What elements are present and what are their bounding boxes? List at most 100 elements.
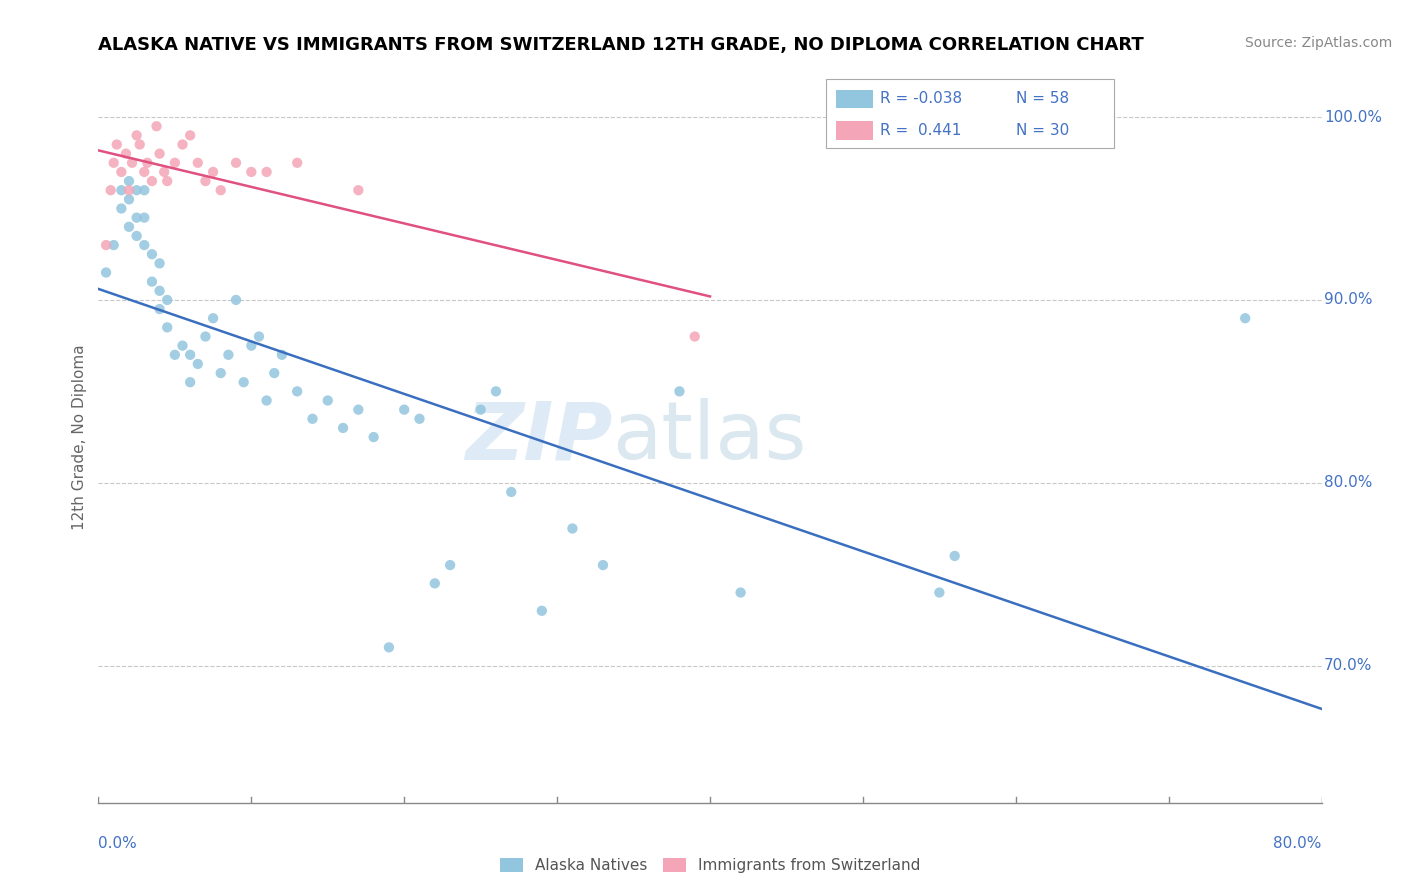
Point [145, 119, 167, 133]
Text: 0.0%: 0.0% [98, 836, 138, 851]
Point [128, 137, 150, 152]
Point [263, 366, 285, 380]
Point [561, 521, 583, 535]
Point [240, 338, 263, 352]
Point [134, 165, 156, 179]
Point [110, 165, 132, 179]
Point [103, 155, 125, 169]
Point [156, 174, 179, 188]
Point [94, 238, 117, 252]
Point [202, 311, 225, 326]
Text: Source: ZipAtlas.com: Source: ZipAtlas.com [1244, 36, 1392, 50]
Point [270, 348, 292, 362]
Point [332, 421, 354, 435]
Point [928, 585, 950, 599]
Text: 80.0%: 80.0% [1274, 836, 1322, 851]
Text: N = 58: N = 58 [1015, 91, 1069, 106]
Point [202, 165, 225, 179]
Point [378, 640, 401, 655]
Point [118, 174, 141, 188]
Point [105, 137, 128, 152]
Text: ZIP: ZIP [465, 398, 612, 476]
Point [110, 202, 132, 216]
Point [103, 238, 125, 252]
Point [363, 430, 385, 444]
Text: atlas: atlas [612, 398, 807, 476]
Point [163, 348, 186, 362]
Point [256, 393, 278, 408]
Point [943, 549, 966, 563]
Text: R = -0.038: R = -0.038 [880, 91, 962, 106]
Point [153, 165, 176, 179]
Point [125, 128, 148, 143]
Point [163, 155, 186, 169]
Point [187, 155, 209, 169]
Point [179, 348, 201, 362]
Point [285, 155, 308, 169]
Point [592, 558, 614, 573]
Point [668, 384, 690, 399]
Point [392, 402, 416, 417]
Text: 100.0%: 100.0% [1324, 110, 1382, 125]
Point [347, 402, 370, 417]
Point [683, 329, 706, 343]
Legend: Alaska Natives, Immigrants from Switzerland: Alaska Natives, Immigrants from Switzerl… [494, 852, 927, 880]
Point [110, 183, 132, 197]
Point [470, 402, 492, 417]
Point [232, 375, 254, 389]
Point [94, 265, 117, 279]
Point [501, 484, 523, 499]
Point [240, 165, 263, 179]
Point [141, 247, 163, 261]
Point [194, 174, 217, 188]
Point [149, 146, 172, 161]
Point [134, 211, 156, 225]
Point [194, 329, 217, 343]
Point [301, 411, 323, 425]
Point [209, 366, 232, 380]
Y-axis label: 12th Grade, No Diploma: 12th Grade, No Diploma [72, 344, 87, 530]
Point [125, 228, 148, 243]
Point [136, 155, 159, 169]
Point [172, 338, 194, 352]
Point [485, 384, 508, 399]
FancyBboxPatch shape [837, 121, 873, 139]
Text: 80.0%: 80.0% [1324, 475, 1372, 491]
Point [1234, 311, 1257, 326]
Point [156, 293, 179, 307]
Point [408, 411, 430, 425]
Point [730, 585, 752, 599]
Text: ALASKA NATIVE VS IMMIGRANTS FROM SWITZERLAND 12TH GRADE, NO DIPLOMA CORRELATION : ALASKA NATIVE VS IMMIGRANTS FROM SWITZER… [98, 36, 1144, 54]
Point [225, 155, 247, 169]
Text: N = 30: N = 30 [1015, 122, 1069, 137]
Point [156, 320, 179, 334]
Point [217, 348, 239, 362]
Point [347, 183, 370, 197]
Text: R =  0.441: R = 0.441 [880, 122, 962, 137]
Point [187, 357, 209, 371]
Point [316, 393, 339, 408]
Text: 70.0%: 70.0% [1324, 658, 1372, 673]
Point [179, 375, 201, 389]
Point [118, 219, 141, 234]
Point [530, 604, 553, 618]
Point [439, 558, 461, 573]
Point [247, 329, 270, 343]
Point [209, 183, 232, 197]
Point [125, 183, 148, 197]
Point [141, 275, 163, 289]
Point [225, 293, 247, 307]
Point [149, 301, 172, 316]
FancyBboxPatch shape [837, 90, 873, 108]
Point [121, 155, 143, 169]
FancyBboxPatch shape [827, 78, 1114, 148]
Point [172, 137, 194, 152]
Point [118, 183, 141, 197]
Text: 90.0%: 90.0% [1324, 293, 1372, 308]
Point [134, 183, 156, 197]
Point [118, 192, 141, 206]
Point [100, 183, 122, 197]
Point [149, 284, 172, 298]
Point [256, 165, 278, 179]
Point [423, 576, 446, 591]
